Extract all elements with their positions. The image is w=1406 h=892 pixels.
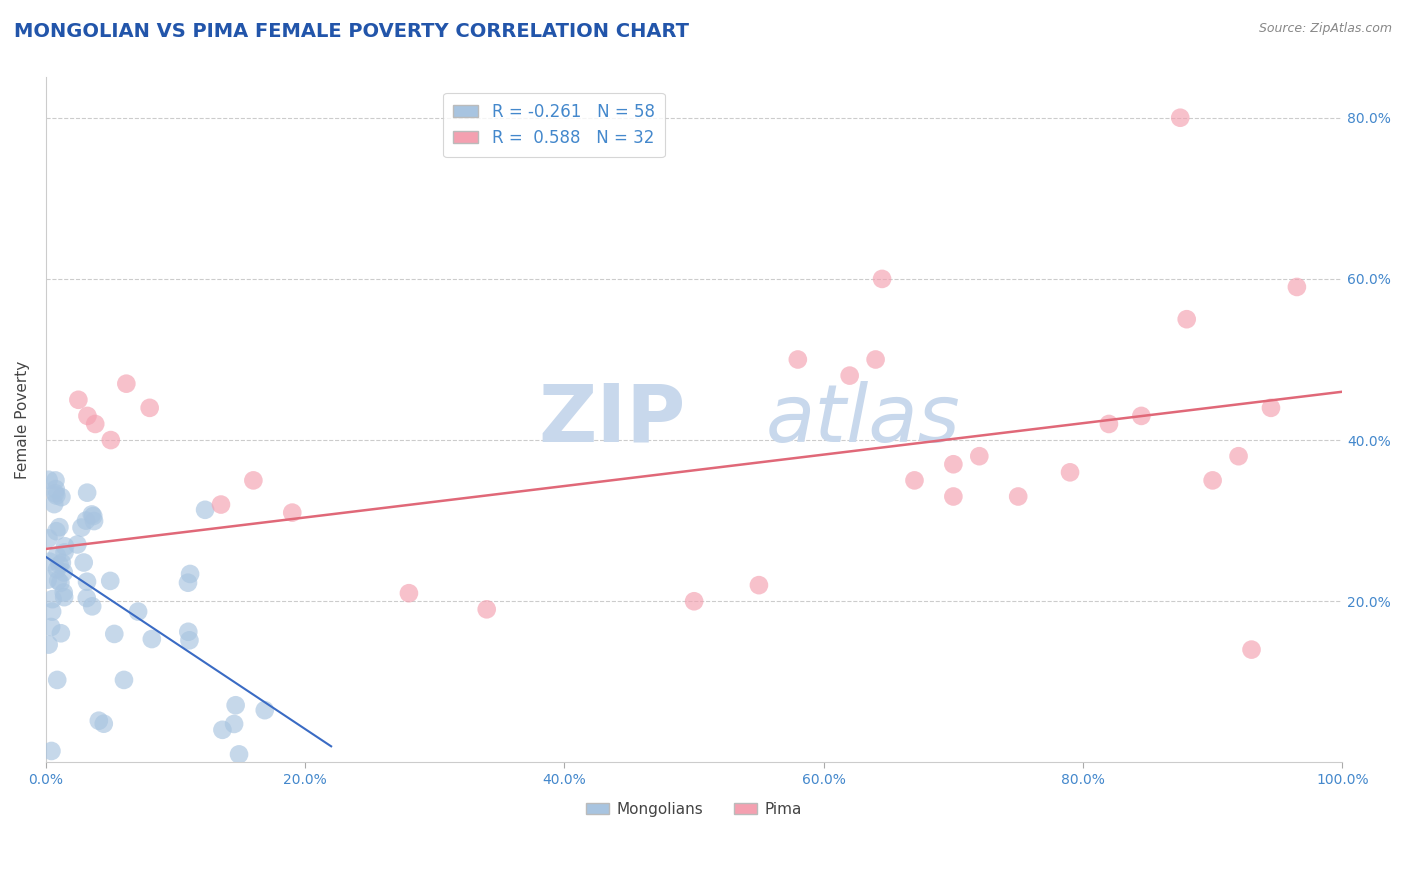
Point: [786, 352, 808, 367]
Point: [53, 545, 76, 559]
Point: [70, 520, 93, 534]
Point: [228, 747, 250, 762]
Point: [942, 490, 965, 504]
Point: [1201, 474, 1223, 488]
Point: [38, 555, 60, 569]
Point: [75, 514, 97, 528]
Point: [76, 485, 98, 500]
Point: [51, 556, 73, 570]
Point: [49, 575, 72, 590]
Point: [138, 401, 160, 415]
Text: atlas: atlas: [765, 381, 960, 459]
Point: [38, 473, 60, 487]
Point: [100, 433, 122, 447]
Point: [253, 703, 276, 717]
Point: [103, 627, 125, 641]
Point: [76, 574, 98, 589]
Point: [49, 626, 72, 640]
Point: [67, 392, 90, 407]
Point: [225, 698, 247, 713]
Point: [53, 539, 76, 553]
Point: [82, 509, 104, 524]
Point: [127, 605, 149, 619]
Text: MONGOLIAN VS PIMA FEMALE POVERTY CORRELATION CHART: MONGOLIAN VS PIMA FEMALE POVERTY CORRELA…: [14, 22, 689, 41]
Point: [73, 556, 96, 570]
Point: [37, 573, 59, 587]
Point: [76, 409, 98, 423]
Point: [115, 376, 138, 391]
Point: [51, 490, 73, 504]
Point: [76, 591, 98, 605]
Point: [52, 566, 75, 580]
Point: [45, 549, 67, 563]
Point: [112, 673, 135, 687]
Point: [38, 638, 60, 652]
Point: [224, 717, 246, 731]
Point: [1260, 401, 1282, 415]
Point: [942, 457, 965, 471]
Point: [93, 716, 115, 731]
Point: [66, 537, 89, 551]
Point: [53, 590, 76, 604]
Point: [1168, 111, 1191, 125]
Point: [1059, 466, 1081, 480]
Point: [45, 482, 67, 496]
Point: [969, 449, 991, 463]
Point: [52, 585, 75, 599]
Point: [209, 498, 232, 512]
Point: [683, 594, 706, 608]
Point: [80, 508, 103, 522]
Point: [46, 574, 69, 588]
Point: [179, 633, 201, 648]
Point: [194, 503, 217, 517]
Point: [1175, 312, 1198, 326]
Point: [1240, 642, 1263, 657]
Point: [1098, 417, 1121, 431]
Point: [1285, 280, 1308, 294]
Point: [41, 744, 63, 758]
Point: [48, 558, 70, 572]
Point: [903, 474, 925, 488]
Point: [838, 368, 860, 383]
Point: [748, 578, 770, 592]
Point: [1130, 409, 1153, 423]
Point: [177, 575, 200, 590]
Point: [48, 520, 70, 534]
Text: Source: ZipAtlas.com: Source: ZipAtlas.com: [1258, 22, 1392, 36]
Legend: Mongolians, Pima: Mongolians, Pima: [581, 796, 808, 823]
Point: [44, 474, 66, 488]
Point: [39, 620, 62, 634]
Point: [83, 514, 105, 528]
Point: [870, 272, 893, 286]
Y-axis label: Female Poverty: Female Poverty: [15, 360, 30, 479]
Point: [177, 624, 200, 639]
Point: [46, 562, 69, 576]
Point: [84, 417, 107, 431]
Point: [475, 602, 498, 616]
Point: [87, 714, 110, 728]
Point: [281, 506, 304, 520]
Point: [44, 486, 66, 500]
Point: [41, 605, 63, 619]
Point: [82, 599, 104, 614]
Point: [37, 532, 59, 546]
Point: [211, 723, 233, 737]
Point: [98, 574, 121, 588]
Point: [865, 352, 887, 367]
Point: [141, 632, 163, 646]
Point: [45, 524, 67, 539]
Point: [46, 673, 69, 687]
Point: [45, 489, 67, 503]
Point: [1007, 490, 1029, 504]
Point: [242, 474, 264, 488]
Text: ZIP: ZIP: [538, 381, 686, 459]
Point: [41, 592, 63, 607]
Point: [1227, 449, 1250, 463]
Point: [44, 497, 66, 511]
Point: [179, 566, 201, 581]
Point: [398, 586, 420, 600]
